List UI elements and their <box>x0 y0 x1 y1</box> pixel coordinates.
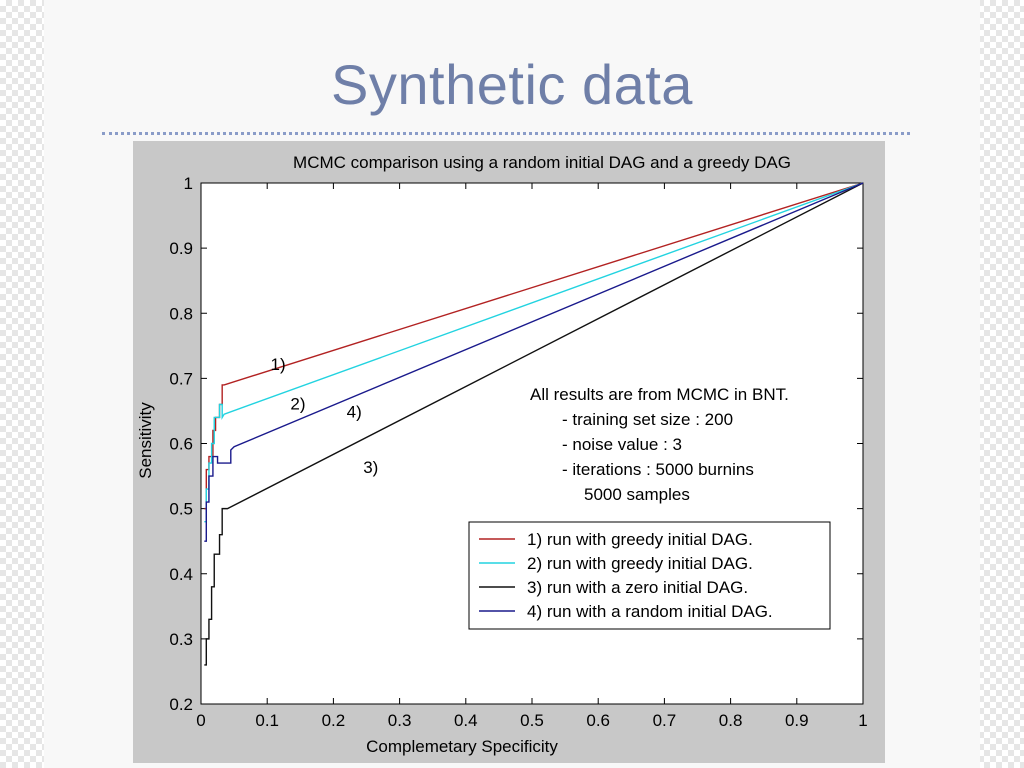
results-annotation: All results are from MCMC in BNT. - trai… <box>530 385 789 504</box>
series-line-1 <box>204 182 864 510</box>
legend-label: 2) run with greedy initial DAG. <box>527 554 753 573</box>
x-axis-label: Complemetary Specificity <box>366 737 558 756</box>
series-label: 4) <box>347 402 362 421</box>
title-divider <box>102 132 910 135</box>
series-line-2 <box>204 182 864 523</box>
y-tick-label: 0.6 <box>169 435 193 454</box>
series-line-3 <box>204 182 864 666</box>
slide-title: Synthetic data <box>331 53 693 116</box>
y-tick-label: 0.7 <box>169 369 193 388</box>
chart-title: MCMC comparison using a random initial D… <box>293 153 791 172</box>
annotation-line: - iterations : 5000 burnins <box>562 460 754 479</box>
x-tick-label: 0.5 <box>520 711 544 730</box>
legend: 1) run with greedy initial DAG. 2) run wi… <box>468 521 831 630</box>
series-label: 2) <box>290 395 305 414</box>
x-tick-label: 0.6 <box>586 711 610 730</box>
annotation-line: 5000 samples <box>584 485 690 504</box>
legend-label: 3) run with a zero initial DAG. <box>527 578 748 597</box>
annotation-line: All results are from MCMC in BNT. <box>530 385 789 404</box>
legend-label: 1) run with greedy initial DAG. <box>527 530 753 549</box>
x-tick-label: 0.8 <box>719 711 743 730</box>
chart: 0 0.1 0.2 0.3 0.4 0.5 0.6 0.7 0.8 0.9 1 0.2 0.3 0.4 0.… <box>136 153 868 756</box>
y-axis-label: Sensitivity <box>136 402 155 479</box>
x-tick-label: 0.9 <box>785 711 809 730</box>
y-tick-label: 0.4 <box>169 565 193 584</box>
y-tick-label: 0.8 <box>169 304 193 323</box>
x-tick-label: 0.4 <box>454 711 478 730</box>
x-tick-label: 0.2 <box>322 711 346 730</box>
y-tick-label: 0.5 <box>169 500 193 519</box>
x-tick-label: 0.7 <box>653 711 677 730</box>
y-tick-label: 0.9 <box>169 239 193 258</box>
y-tick-label: 0.2 <box>169 695 193 714</box>
series-label: 1) <box>271 355 286 374</box>
x-tick-label: 0 <box>196 711 205 730</box>
axis-ticks: 0 0.1 0.2 0.3 0.4 0.5 0.6 0.7 0.8 0.9 1 0.2 0.3 0.4 0.… <box>169 174 867 730</box>
annotation-line: - noise value : 3 <box>562 435 682 454</box>
x-tick-label: 1 <box>858 711 867 730</box>
series-labels: 1) 2) 4) 3) <box>271 355 379 477</box>
series-line-4 <box>204 182 864 542</box>
y-tick-label: 1 <box>184 174 193 193</box>
x-tick-label: 0.1 <box>255 711 279 730</box>
x-tick-label: 0.3 <box>388 711 412 730</box>
y-tick-label: 0.3 <box>169 630 193 649</box>
series-label: 3) <box>363 458 378 477</box>
legend-box <box>468 521 831 630</box>
legend-label: 4) run with a random initial DAG. <box>527 602 773 621</box>
annotation-line: - training set size : 200 <box>562 410 733 429</box>
legend-entries: 1) run with greedy initial DAG. 2) run wi… <box>479 530 773 621</box>
series-lines <box>204 182 864 666</box>
